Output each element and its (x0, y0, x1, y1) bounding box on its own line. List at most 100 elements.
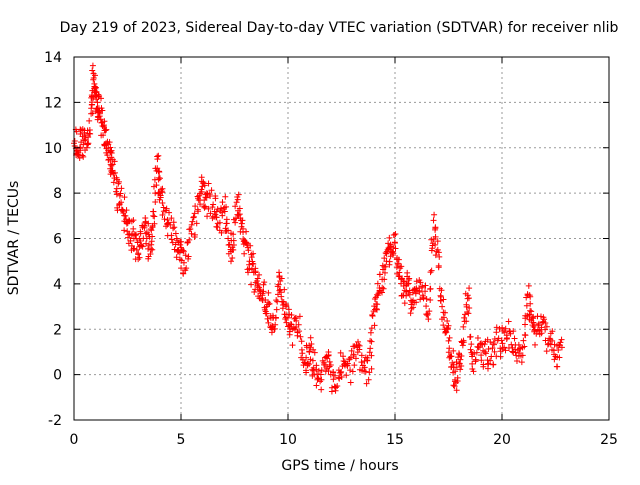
data-point (275, 281, 282, 288)
data-point (154, 156, 161, 163)
data-point (478, 340, 485, 347)
data-point (367, 345, 374, 352)
data-point (307, 334, 314, 341)
data-point (83, 144, 90, 151)
data-point (374, 301, 381, 308)
data-point (460, 339, 467, 346)
data-point (341, 361, 348, 368)
data-point (318, 386, 325, 393)
x-axis-label: GPS time / hours (281, 458, 398, 474)
data-point (170, 219, 177, 226)
data-point (467, 346, 474, 353)
data-point (79, 152, 86, 159)
data-point (168, 236, 175, 243)
data-point (318, 376, 325, 383)
data-point (293, 317, 300, 324)
data-point (328, 388, 335, 395)
data-point (100, 132, 107, 139)
y-tick-label: 2 (53, 322, 62, 338)
data-point (543, 323, 550, 330)
data-point (381, 276, 388, 283)
data-point (363, 380, 370, 387)
data-point (226, 241, 233, 248)
data-point (481, 341, 488, 348)
data-point (436, 253, 443, 260)
data-point (499, 340, 506, 347)
data-point (538, 330, 545, 337)
data-point (426, 308, 433, 315)
data-point (466, 304, 473, 311)
data-point (184, 239, 191, 246)
y-tick-label: 10 (44, 141, 62, 157)
y-tick-label: -2 (48, 413, 62, 429)
data-point (424, 310, 431, 317)
data-point (428, 236, 435, 243)
data-point (88, 105, 95, 112)
data-point (117, 190, 124, 197)
data-point (374, 280, 381, 287)
y-axis-label: SDTVAR / TECUs (6, 181, 22, 296)
data-point (501, 329, 508, 336)
data-point (187, 226, 194, 233)
axis-ticks (73, 56, 610, 421)
data-point (358, 352, 365, 359)
data-point (412, 290, 419, 297)
data-point (271, 325, 278, 332)
data-point (490, 340, 497, 347)
data-point (444, 318, 451, 325)
data-point (453, 387, 460, 394)
data-point (171, 246, 178, 253)
data-point (499, 324, 506, 331)
data-point (318, 367, 325, 374)
data-point (123, 220, 130, 227)
data-point (213, 214, 220, 221)
data-point (235, 191, 242, 198)
data-point (423, 303, 430, 310)
data-point (541, 316, 548, 323)
data-point (535, 320, 542, 327)
data-point (108, 162, 115, 169)
data-point (217, 205, 224, 212)
data-point (469, 360, 476, 367)
data-point (422, 288, 429, 295)
data-point (147, 245, 154, 252)
data-point (111, 158, 118, 165)
data-point (515, 341, 522, 348)
data-point (446, 345, 453, 352)
data-point (198, 186, 205, 193)
data-point (338, 373, 345, 380)
data-point (251, 288, 258, 295)
data-point (472, 356, 479, 363)
data-point (153, 182, 160, 189)
data-point (496, 325, 503, 332)
data-point (382, 249, 389, 256)
data-point (209, 204, 216, 211)
data-point (521, 343, 528, 350)
data-point (193, 220, 200, 227)
data-point (139, 243, 146, 250)
data-point (219, 209, 226, 216)
data-point (432, 252, 439, 259)
data-point (141, 224, 148, 231)
data-point (317, 371, 324, 378)
data-point (450, 382, 457, 389)
data-point (388, 249, 395, 256)
data-point (236, 205, 243, 212)
data-point (233, 199, 240, 206)
data-point (431, 211, 438, 218)
data-point (143, 240, 150, 247)
data-point (330, 369, 337, 376)
data-point (223, 203, 230, 210)
data-point (517, 345, 524, 352)
data-point (213, 208, 220, 215)
data-point (156, 175, 163, 182)
data-point (546, 335, 553, 342)
data-point (543, 348, 550, 355)
data-point (159, 212, 166, 219)
data-point (306, 361, 313, 368)
data-point (123, 216, 130, 223)
data-point (355, 338, 362, 345)
data-point (94, 99, 101, 106)
